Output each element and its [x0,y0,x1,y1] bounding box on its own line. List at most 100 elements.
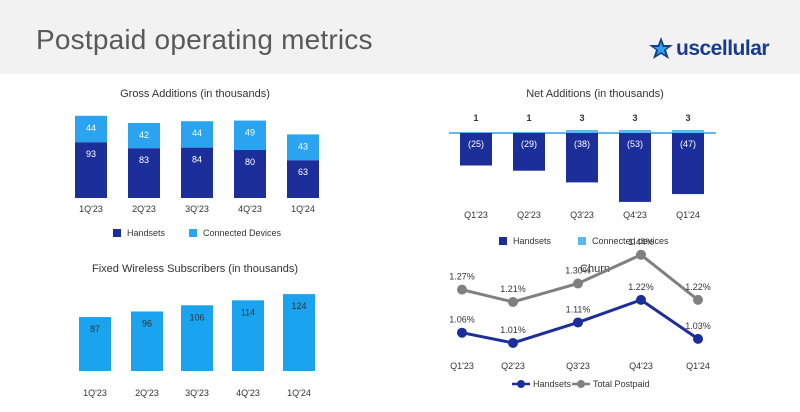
gross-category-label: 3Q'23 [185,204,209,214]
net-category-label: Q1'24 [676,210,700,220]
fixed-wireless-bar [232,300,264,371]
gross-handsets-bar [75,142,107,198]
gross-handsets-value: 83 [139,155,149,165]
churn-handsets-value: 1.06% [449,315,475,325]
fixed-wireless-bar [131,311,163,371]
churn-category-label: Q1'23 [450,361,474,371]
gross-connected-value: 49 [245,128,255,138]
net-connected-bar [513,132,545,133]
fixed-wireless-value: 106 [189,312,204,322]
churn-total-postpaid-point [457,284,467,295]
churn-handsets-value: 1.01% [500,325,526,335]
churn-legend-handsets-marker [517,380,525,388]
gross-connected-bar [287,134,319,161]
churn-handsets-point [693,333,703,344]
fixed-wireless-bar [79,317,111,371]
gross-handsets-bar [234,150,266,198]
net-legend-connected-swatch [578,237,586,245]
fixed-wireless-value: 87 [90,324,100,334]
net-handsets-bar [460,133,492,166]
churn-total-postpaid-point [693,294,703,305]
fixed-wireless-category-label: 1Q'23 [83,388,107,398]
net-handsets-value: (47) [680,139,696,149]
gross-handsets-bar [181,147,213,198]
fixed-wireless-value: 114 [241,307,255,317]
fixed-wireless-value: 96 [142,318,152,328]
page-title: Postpaid operating metrics [36,24,373,55]
gross-connected-bar [181,121,213,148]
churn-total-postpaid-value: 1.44% [628,237,654,247]
gross-legend-connected-swatch [189,229,197,237]
churn-total-postpaid-line [461,253,699,304]
churn-total-postpaid-point [636,249,646,260]
star-icon [649,37,673,59]
net-connected-value: 1 [473,113,478,123]
net-handsets-bar [619,133,651,202]
gross-connected-value: 44 [86,123,96,133]
net-connected-bar [460,132,492,133]
gross-handsets-bar [128,148,160,198]
gross-connected-bar [75,115,107,143]
gross-legend-handsets-label: Handsets [127,228,166,238]
net-connected-value: 3 [632,113,637,123]
churn-category-label: Q3'23 [566,361,590,371]
net-connected-value: 3 [579,113,584,123]
net-additions-title: Net Additions (in thousands) [526,88,664,100]
net-handsets-bar [672,133,704,195]
net-connected-value: 3 [685,113,690,123]
gross-legend-connected-label: Connected Devices [203,228,282,238]
churn-total-postpaid-point [508,296,518,307]
gross-category-label: 2Q'23 [132,204,156,214]
net-connected-bar [619,130,651,133]
net-category-label: Q1'23 [464,210,488,220]
fixed-wireless-category-label: 4Q'23 [236,388,260,398]
churn-handsets-value: 1.11% [566,304,591,314]
gross-connected-value: 44 [192,128,202,138]
gross-additions-title: Gross Additions (in thousands) [120,88,270,100]
churn-handsets-value: 1.03% [685,321,711,331]
churn-category-label: Q2'23 [501,361,525,371]
fixed-wireless-bar [181,305,213,371]
fixed-wireless-category-label: 1Q'24 [287,388,311,398]
churn-legend-handsets-label: Handsets [533,379,572,389]
churn-legend-total-marker [577,380,585,388]
churn-handsets-point [573,317,583,328]
gross-handsets-value: 80 [245,157,255,167]
header-band [0,0,800,74]
churn-category-label: Q1'24 [686,361,710,371]
net-connected-bar [566,130,598,133]
gross-handsets-bar [287,160,319,198]
net-handsets-bar [513,133,545,171]
net-handsets-value: (38) [574,139,590,149]
logo-wordmark: uscellular [676,37,770,60]
net-handsets-value: (29) [521,139,537,149]
net-connected-bar [672,130,704,133]
gross-legend-handsets-swatch [113,229,121,237]
gross-connected-bar [234,120,266,150]
gross-handsets-value: 63 [298,167,308,177]
net-handsets-value: (53) [627,139,643,149]
net-handsets-bar [566,133,598,183]
gross-handsets-value: 84 [192,155,202,165]
churn-total-postpaid-point [573,278,583,289]
churn-category-label: Q4'23 [629,361,653,371]
gross-connected-bar [128,123,160,149]
net-connected-value: 1 [526,113,531,123]
gross-handsets-value: 93 [86,149,96,159]
gross-category-label: 4Q'23 [238,204,262,214]
churn-total-postpaid-value: 1.22% [685,282,711,292]
churn-handsets-value: 1.22% [628,282,654,292]
net-category-label: Q4'23 [623,210,647,220]
net-category-label: Q3'23 [570,210,594,220]
fixed-wireless-value: 124 [291,301,306,311]
gross-category-label: 1Q'24 [291,204,315,214]
churn-total-postpaid-value: 1.30% [565,266,591,276]
fixed-wireless-category-label: 2Q'23 [135,388,159,398]
gross-category-label: 1Q'23 [79,204,103,214]
net-legend-handsets-swatch [499,237,507,245]
net-category-label: Q2'23 [517,210,541,220]
churn-legend-total-label: Total Postpaid [593,379,650,389]
churn-handsets-point [508,337,518,348]
net-legend-connected-label: Connected devices [592,236,669,246]
